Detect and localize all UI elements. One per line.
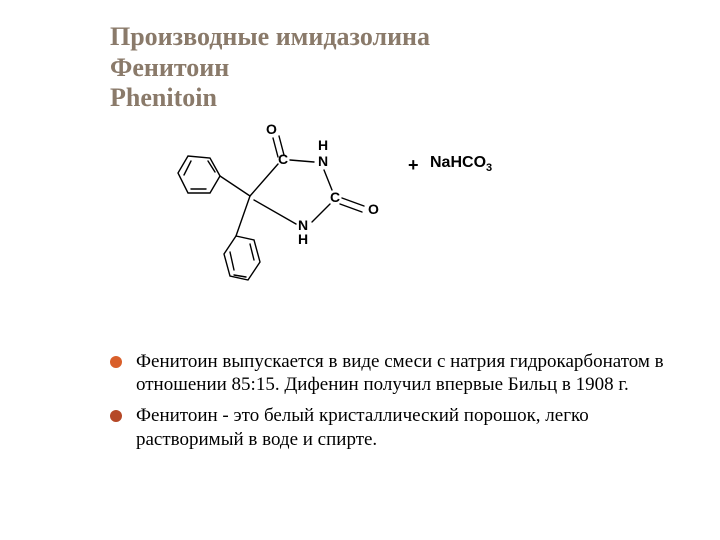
atom-c-right: C: [330, 189, 340, 205]
atom-o-right: O: [368, 201, 379, 217]
structure-diagram: O C H N C O N H + NaHCO3: [110, 124, 670, 344]
plus-sign: +: [408, 155, 419, 176]
atom-c-top: C: [278, 151, 288, 167]
atom-h-top: H: [318, 137, 328, 153]
molecule-svg: O C H N C O N H: [170, 118, 410, 318]
atom-o-top: O: [266, 121, 277, 137]
reagent-label: NaHCO3: [430, 154, 492, 174]
bullets: Фенитоин выпускается в виде смеси с натр…: [110, 350, 670, 451]
title-line-1: Производные имидазолина: [110, 22, 670, 53]
atom-n-top: N: [318, 153, 328, 169]
slide: Производные имидазолина Фенитоин Phenito…: [0, 0, 720, 540]
title-block: Производные имидазолина Фенитоин Phenito…: [110, 22, 670, 114]
atom-h-bottom: H: [298, 231, 308, 247]
reagent-text: NaHCO: [430, 154, 486, 171]
list-item: Фенитоин выпускается в виде смеси с натр…: [110, 350, 670, 396]
bullet-text: Фенитоин выпускается в виде смеси с натр…: [136, 350, 670, 396]
bullet-dot-icon: [110, 410, 122, 422]
bullet-dot-icon: [110, 356, 122, 368]
reagent-sub: 3: [486, 162, 492, 174]
list-item: Фенитоин - это белый кристаллический пор…: [110, 404, 670, 450]
title-line-2: Фенитоин: [110, 53, 670, 84]
title-line-3: Phenitoin: [110, 83, 670, 114]
bullet-text: Фенитоин - это белый кристаллический пор…: [136, 404, 670, 450]
